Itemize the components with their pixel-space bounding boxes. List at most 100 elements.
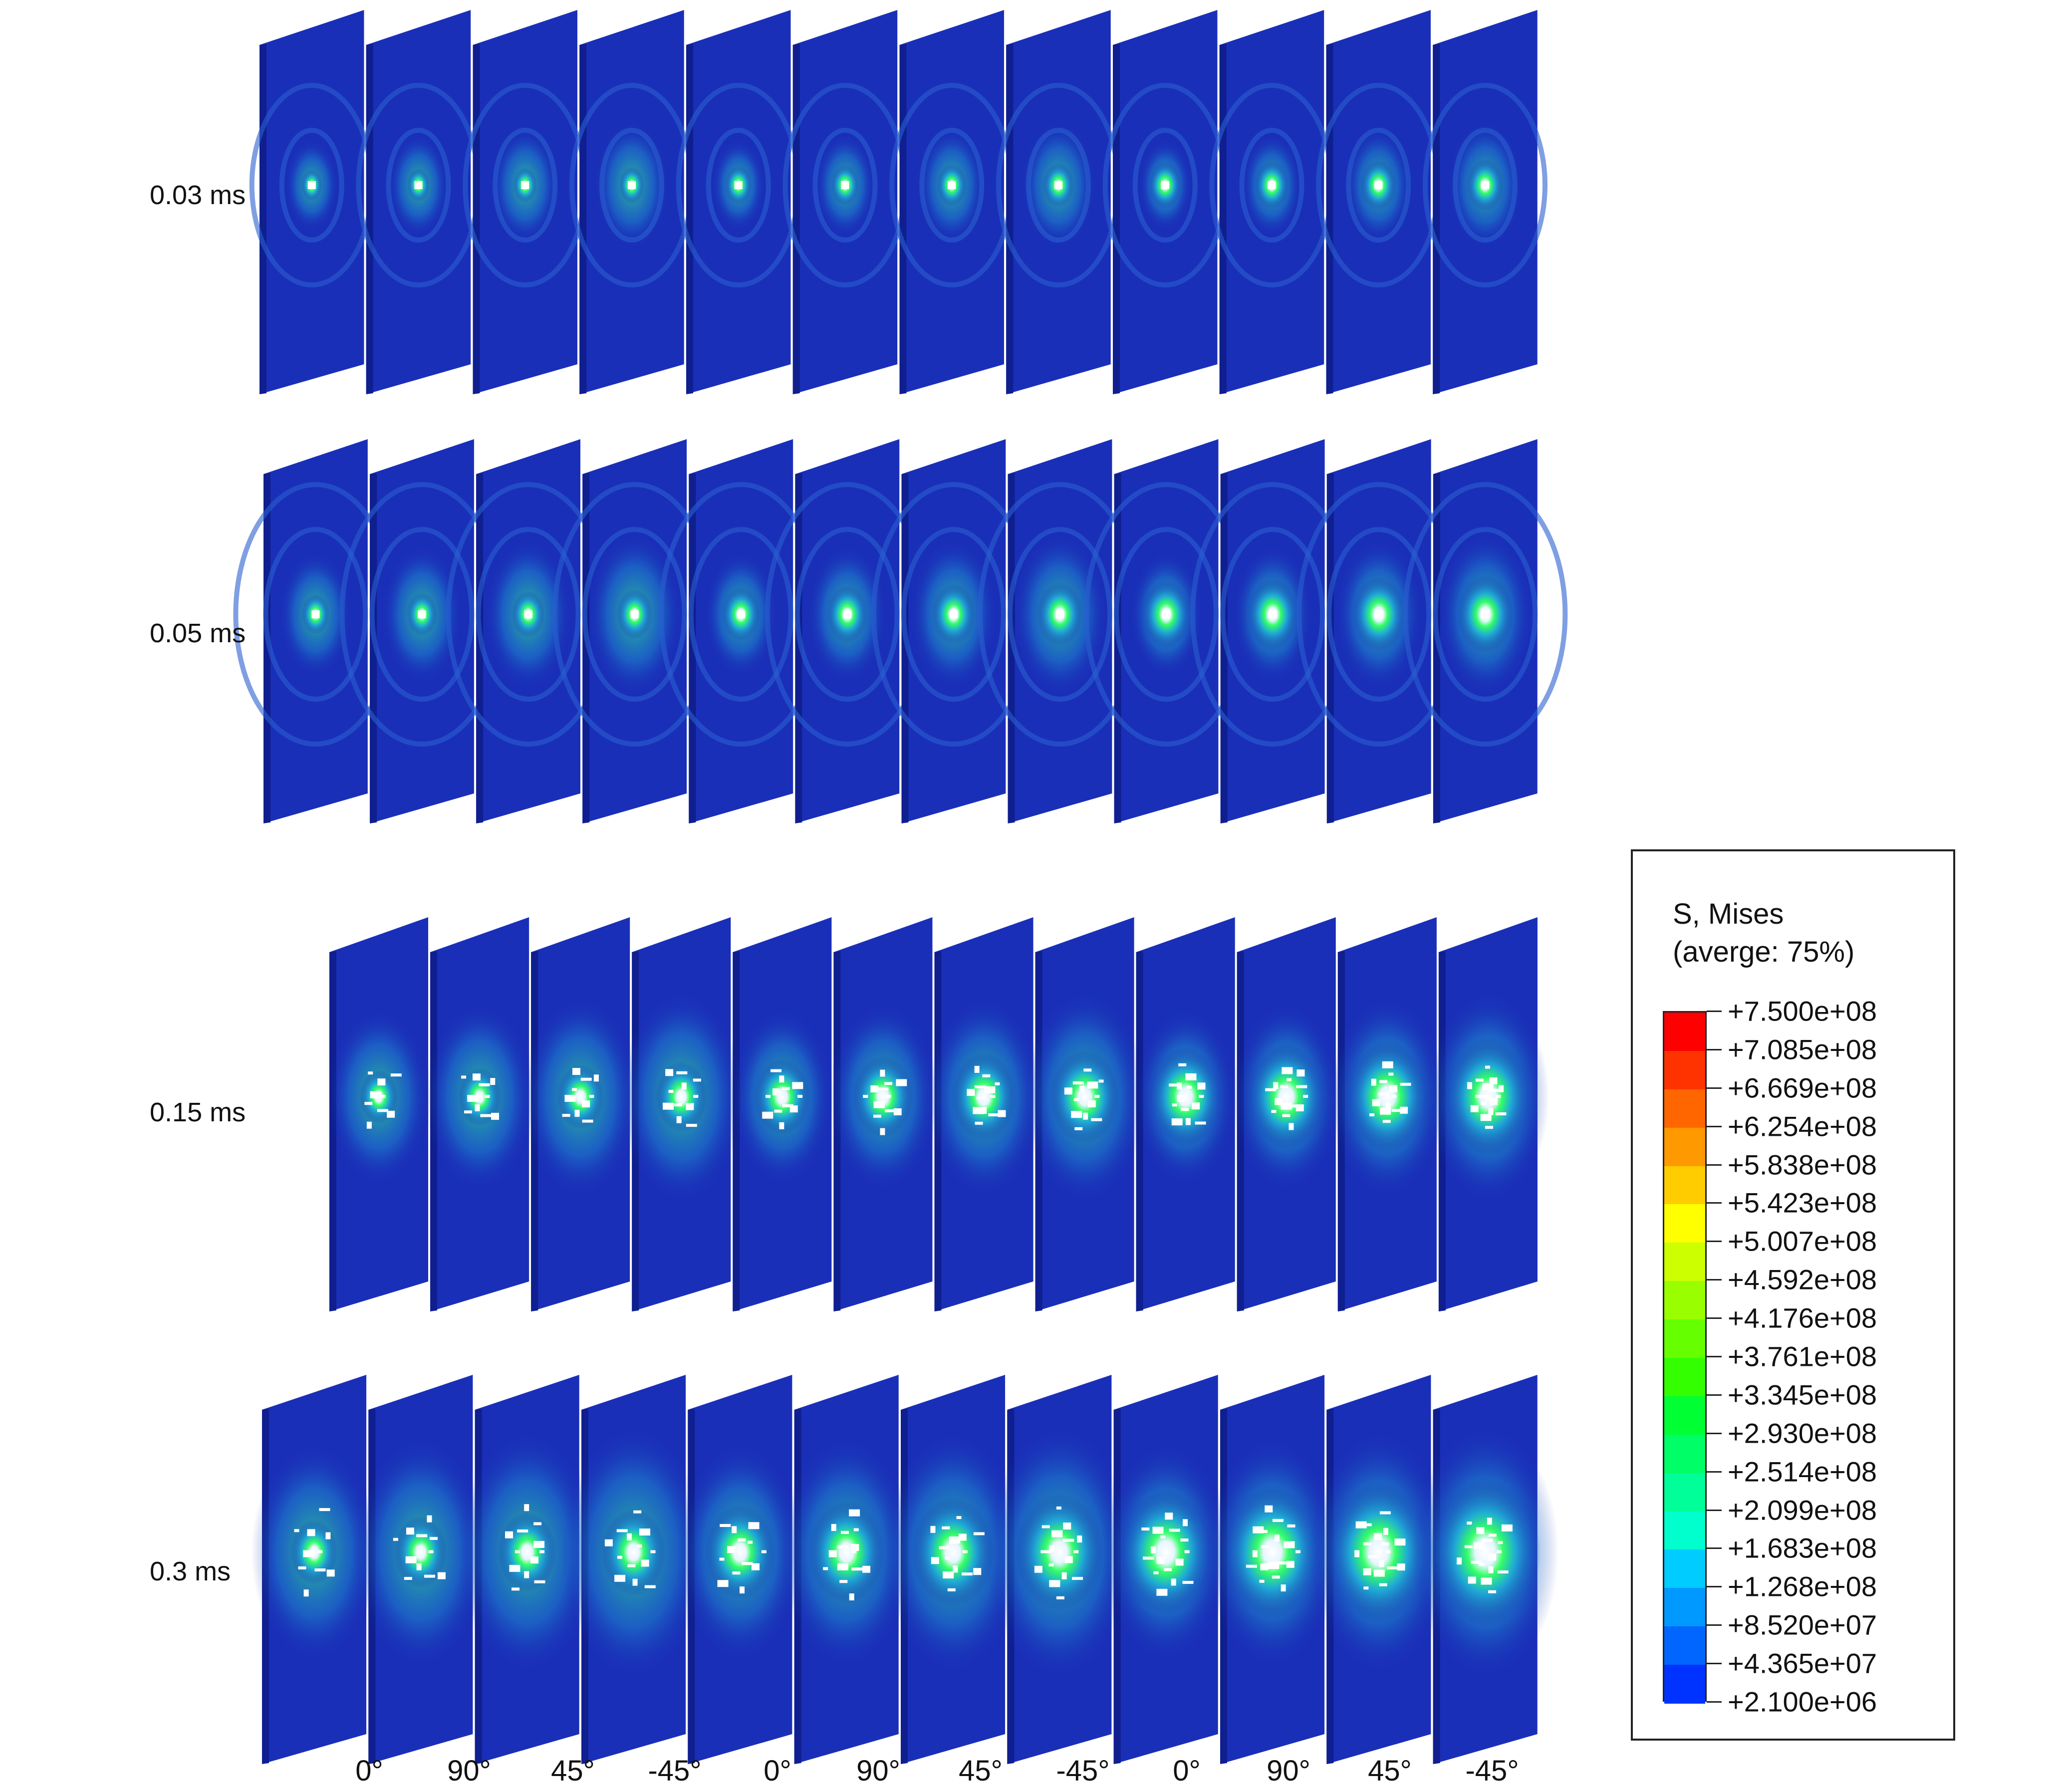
fragment: [1182, 1580, 1194, 1584]
legend-color-cell: [1664, 1243, 1705, 1282]
angle-label: 90°: [447, 1755, 491, 1787]
fragment: [1485, 1065, 1490, 1069]
fragment: [1303, 1095, 1308, 1098]
angle-label: -45°: [1465, 1755, 1519, 1787]
fragment: [880, 1069, 885, 1077]
fragment: [562, 1114, 570, 1117]
fragment: [973, 1568, 982, 1575]
fragment: [945, 1556, 950, 1560]
fragment: [1074, 1127, 1083, 1130]
fragment: [1488, 1088, 1500, 1092]
legend-value: +7.500e+08: [1728, 995, 1877, 1027]
time-label-row-1: 0.03 ms: [150, 180, 246, 210]
legend-tick: [1707, 1202, 1722, 1204]
stress-wave: [1346, 128, 1411, 243]
plate-panel: [457, 1375, 597, 1764]
fragment: [1195, 1121, 1206, 1125]
fragment: [1498, 1541, 1503, 1544]
legend-color-cell: [1664, 1127, 1705, 1167]
fragment: [509, 1564, 520, 1572]
fragment: [761, 1550, 767, 1553]
fragment: [572, 1068, 580, 1075]
plate-panel: [249, 10, 374, 394]
fragment: [1380, 1107, 1391, 1115]
damage-zone: [1346, 1042, 1428, 1152]
damage-zone: [1248, 1044, 1325, 1149]
impact-hole: [1269, 610, 1277, 618]
legend-tick: [1707, 1279, 1722, 1281]
fragment: [298, 1566, 306, 1569]
plate-edge: [901, 473, 909, 823]
fragment: [976, 1096, 982, 1100]
fragment: [779, 1122, 784, 1129]
fragment: [604, 1539, 613, 1546]
fragment: [839, 1580, 848, 1583]
plate-panel: [1103, 1375, 1229, 1764]
fragment: [393, 1537, 398, 1541]
fragment: [995, 1082, 1000, 1085]
fragment: [512, 1587, 519, 1591]
plate-panel: [986, 1375, 1133, 1764]
legend-tick: [1707, 1356, 1722, 1357]
fragment: [405, 1556, 417, 1563]
plate-panel: [780, 1375, 913, 1764]
fragment: [1048, 1563, 1054, 1566]
legend-color-cell: [1664, 1665, 1705, 1704]
fragment: [1156, 1556, 1165, 1564]
fragment: [1265, 1088, 1277, 1091]
fragment: [633, 1510, 642, 1514]
fragment: [748, 1522, 760, 1530]
fragment: [766, 1095, 771, 1098]
fragment: [416, 1563, 422, 1570]
fragment: [424, 1574, 435, 1578]
fragment: [732, 1571, 741, 1575]
fragment: [1296, 1069, 1305, 1077]
impact-hole: [414, 181, 423, 189]
fragment: [1141, 1528, 1150, 1531]
damage-zone: [912, 1497, 994, 1607]
fragment: [1079, 1085, 1085, 1093]
plate-panel: [1403, 439, 1568, 823]
fragment: [427, 1515, 432, 1523]
fragment: [1153, 1571, 1159, 1574]
fragment: [307, 1529, 315, 1536]
stress-wave: [476, 527, 581, 702]
legend-tick: [1707, 1011, 1722, 1012]
fragment: [676, 1071, 688, 1074]
fragment: [1496, 1095, 1501, 1098]
fragment: [1488, 1553, 1497, 1561]
fragment: [1275, 1535, 1280, 1542]
plate-edge: [792, 44, 800, 394]
fragment: [1354, 1550, 1360, 1557]
fragment: [851, 1550, 857, 1553]
fragment: [574, 1109, 580, 1117]
fragment: [1400, 1082, 1411, 1086]
fragment: [1368, 1555, 1379, 1558]
impact-hole: [418, 610, 426, 618]
angle-label: 45°: [959, 1755, 1003, 1787]
fragment: [896, 1079, 907, 1086]
fragment: [1391, 1109, 1403, 1112]
fragment: [364, 1102, 373, 1105]
legend-color-cell: [1664, 1089, 1705, 1128]
fragment: [1369, 1113, 1375, 1117]
plate-panel: [926, 917, 1042, 1311]
fragment: [1488, 1566, 1494, 1573]
plate-edge: [686, 44, 693, 394]
fragment: [1184, 1550, 1190, 1553]
stress-wave: [279, 128, 344, 243]
stress-wave: [794, 527, 900, 702]
plate-edge: [263, 473, 270, 823]
damage-zone: [557, 1064, 604, 1129]
fragment: [1379, 1560, 1384, 1567]
fragment: [1286, 1560, 1294, 1568]
fragment: [862, 1565, 871, 1573]
stress-wave: [1220, 527, 1325, 702]
fragment: [1172, 1103, 1177, 1107]
damage-zone: [808, 1501, 885, 1603]
plate-panel: [1190, 439, 1355, 823]
fragment: [958, 1534, 967, 1541]
fragment: [880, 1128, 885, 1135]
plate-edge: [582, 473, 590, 823]
fragment: [1373, 1569, 1385, 1577]
